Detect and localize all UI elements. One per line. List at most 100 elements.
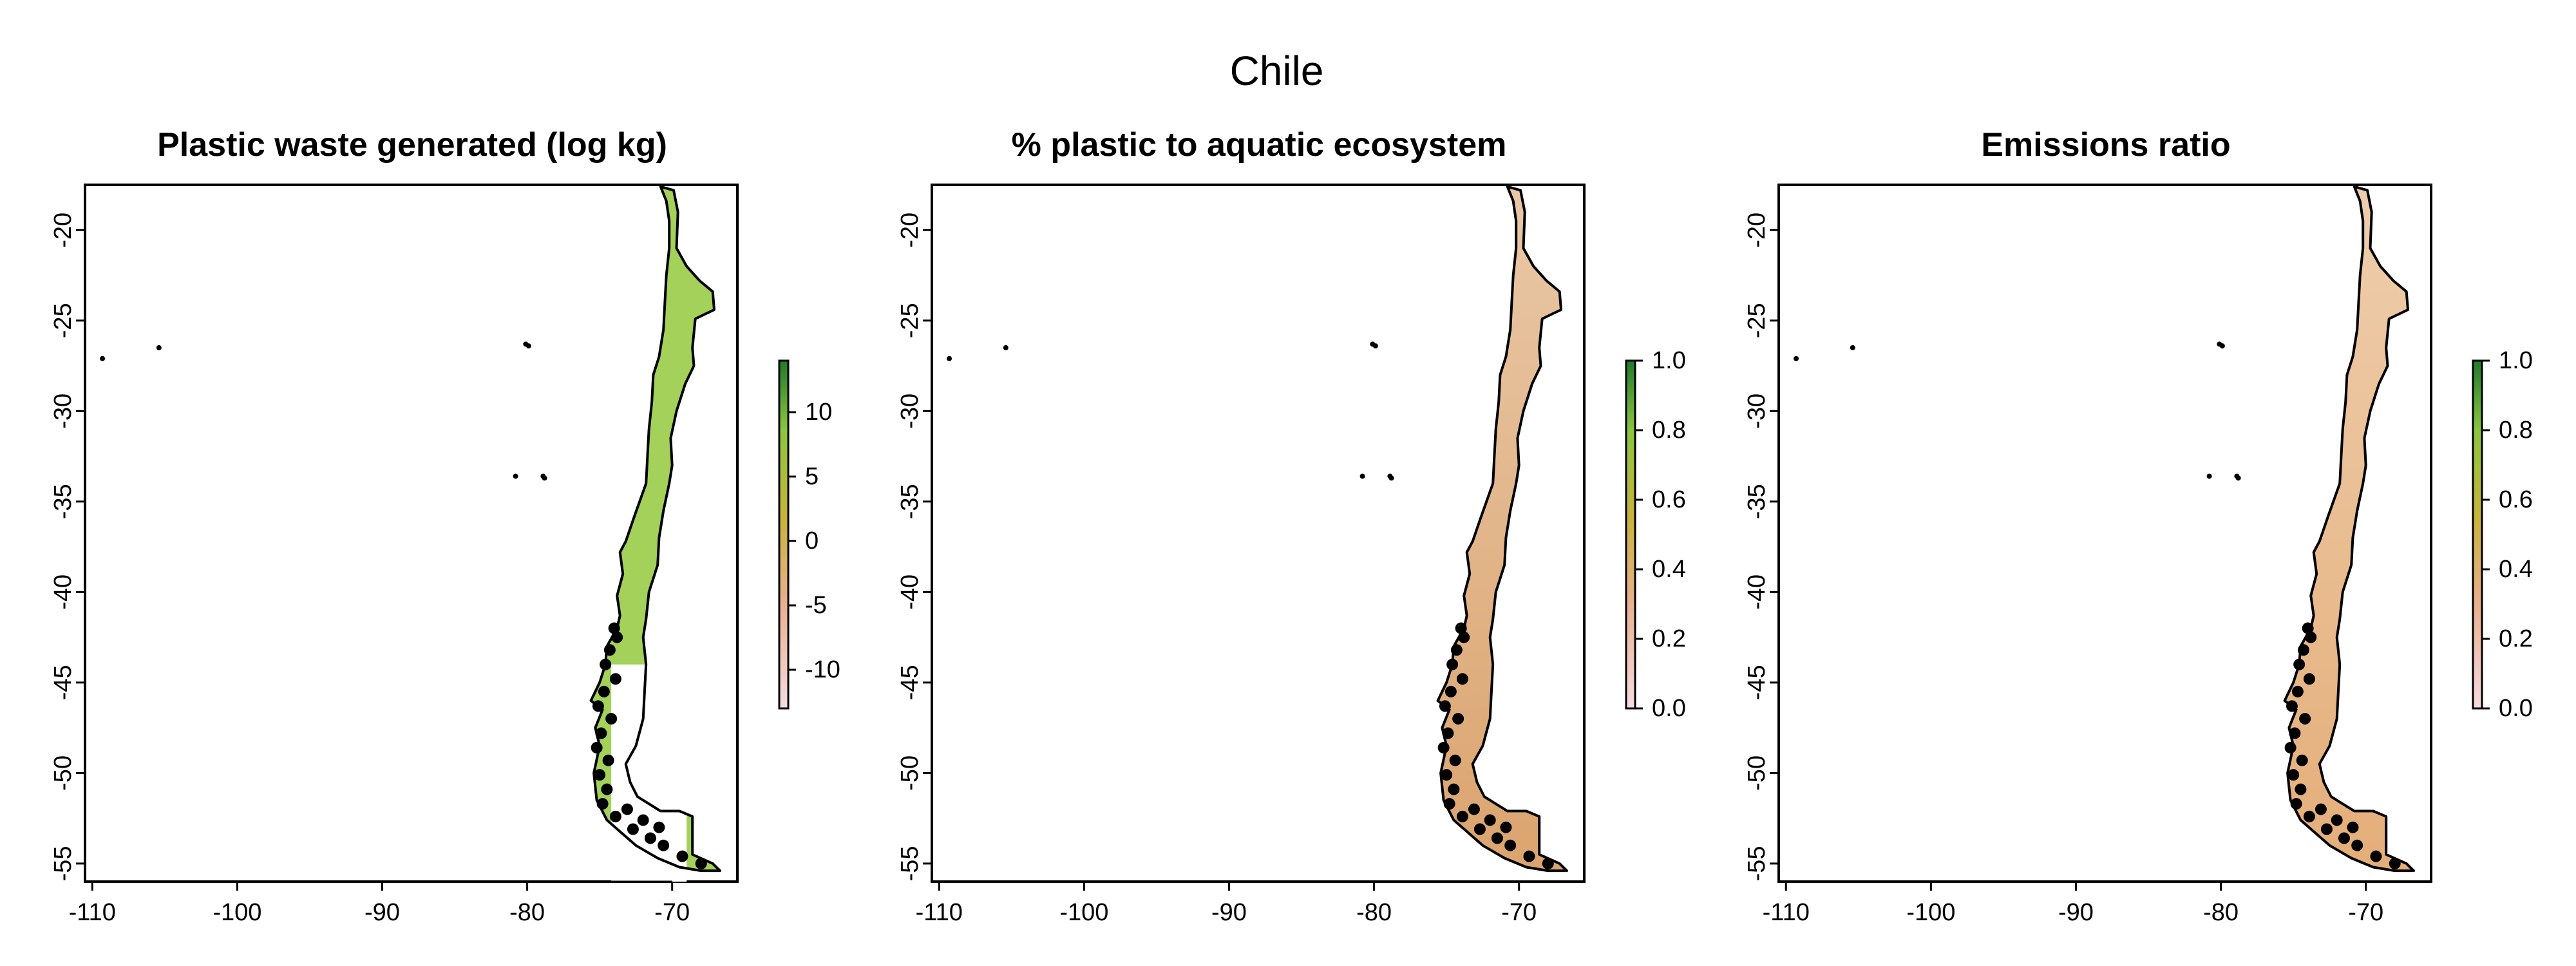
archipelago-island-marker (591, 742, 603, 754)
archipelago-island-marker (1439, 700, 1451, 712)
y-axis-tick-label: -40 (896, 574, 923, 610)
raster-empty-region (611, 664, 687, 882)
archipelago-island-marker (2297, 644, 2309, 656)
archipelago-island-marker (2287, 769, 2300, 781)
archipelago-island-marker (602, 754, 614, 766)
archipelago-island-marker (2315, 803, 2327, 815)
colorbar-tick-label: 0.0 (1652, 695, 1686, 722)
archipelago-island-marker (1444, 685, 1457, 697)
archipelago-island-marker (2293, 658, 2306, 670)
colorbar-tick-label: 0.6 (2499, 486, 2533, 513)
pacific-island-marker (156, 345, 162, 350)
panel-title: % plastic to aquatic ecosystem (1011, 126, 1507, 164)
y-axis-tick-label: -35 (896, 484, 923, 519)
archipelago-island-marker (592, 700, 604, 712)
archipelago-island-marker (621, 803, 633, 815)
archipelago-island-marker (609, 673, 621, 685)
pacific-island-marker (1850, 345, 1855, 350)
archipelago-island-marker (1468, 803, 1480, 815)
colorbar-tick-label: 0.0 (2499, 695, 2533, 722)
map-plot-area: -110 -100 -90 -80 -70-20-25-30-35-40-45-50-5… (1743, 184, 2533, 926)
pacific-island-marker (2219, 343, 2225, 349)
archipelago-island-marker (1442, 727, 1454, 739)
colorbar-tick-label: 1.0 (2499, 347, 2533, 374)
archipelago-island-marker (2296, 754, 2308, 766)
x-axis-tick-label: -110 (1763, 899, 1810, 926)
x-axis-tick-label: -80 (1356, 899, 1392, 926)
archipelago-island-marker (1448, 783, 1460, 795)
archipelago-island-marker (1523, 850, 1535, 862)
pacific-island-marker (1003, 345, 1009, 350)
archipelago-island-marker (608, 622, 620, 634)
colorbar-tick-label: 0.8 (1652, 417, 1686, 444)
archipelago-island-marker (653, 821, 665, 833)
archipelago-island-marker (2347, 821, 2359, 833)
archipelago-island-marker (1450, 644, 1463, 656)
pacific-island-marker (100, 355, 106, 361)
archipelago-island-marker (1500, 821, 1512, 833)
y-axis-tick-label: -40 (50, 574, 77, 610)
archipelago-island-marker (1452, 713, 1464, 725)
archipelago-island-marker (603, 644, 616, 656)
x-axis-tick-label: -90 (1211, 899, 1247, 926)
archipelago-island-marker (1443, 798, 1455, 810)
y-axis-tick-label: -50 (1743, 755, 1770, 791)
y-axis-tick-label: -55 (50, 846, 77, 881)
colorbar-tick-label: 0.4 (2499, 556, 2533, 583)
x-axis-tick-label: -80 (509, 899, 545, 926)
chile-coastline (2283, 185, 2415, 873)
pacific-island-marker (947, 355, 952, 361)
colorbar (778, 359, 790, 710)
archipelago-island-marker (1446, 658, 1459, 670)
y-axis-tick-label: -55 (896, 846, 923, 881)
colorbar (1625, 359, 1636, 710)
archipelago-island-marker (1542, 857, 1554, 869)
archipelago-island-marker (676, 850, 688, 862)
archipelago-island-marker (1458, 631, 1470, 643)
y-axis-tick-label: -30 (1743, 393, 1770, 429)
colorbar (2472, 359, 2483, 710)
archipelago-island-marker (2295, 783, 2307, 795)
panel-title: Plastic waste generated (log kg) (157, 126, 667, 164)
colorbar-tick-label: 0.4 (1652, 556, 1686, 583)
pacific-island-marker (542, 475, 547, 481)
x-axis-tick-label: -70 (654, 899, 690, 926)
raster-fill-region (1437, 186, 1567, 871)
archipelago-island-marker (1504, 839, 1517, 851)
archipelago-island-marker (2389, 857, 2401, 869)
archipelago-island-marker (596, 798, 609, 810)
archipelago-island-marker (1491, 832, 1503, 844)
x-axis-tick-label: -110 (916, 899, 963, 926)
archipelago-island-marker (1484, 814, 1496, 826)
archipelago-island-marker (609, 810, 621, 822)
colorbar-tick-label: 10 (805, 399, 832, 426)
y-axis-tick-label: -35 (50, 484, 77, 519)
colorbar-tick-label: 0 (805, 527, 819, 554)
colorbar-tick-label: 5 (805, 463, 819, 490)
pacific-island-marker (1794, 355, 1799, 361)
pacific-island-marker (513, 473, 518, 479)
archipelago-island-marker (594, 769, 606, 781)
y-axis-tick-label: -45 (50, 665, 77, 700)
panel-plastic-waste: Plastic waste generated (log kg) -110 -10… (0, 0, 857, 966)
pacific-island-marker (2206, 473, 2212, 479)
archipelago-island-marker (595, 727, 607, 739)
map-plot-area: -110 -100 -90 -80 -70-20-25-30-35-40-45-50-5… (896, 184, 1686, 926)
archipelago-island-marker (598, 685, 610, 697)
archipelago-island-marker (2351, 839, 2363, 851)
x-axis-tick-label: -90 (2058, 899, 2094, 926)
archipelago-island-marker (2302, 622, 2314, 634)
archipelago-island-marker (2303, 673, 2315, 685)
archipelago-island-marker (1449, 754, 1461, 766)
archipelago-island-marker (2289, 727, 2301, 739)
colorbar-tick-label: 1.0 (1652, 347, 1686, 374)
archipelago-island-marker (611, 631, 623, 643)
pacific-island-marker (526, 343, 531, 349)
archipelago-island-marker (1456, 673, 1468, 685)
archipelago-island-marker (2305, 631, 2317, 643)
y-axis-tick-label: -20 (1743, 213, 1770, 248)
x-axis-tick-label: -100 (213, 899, 261, 926)
map-plot-area: -110 -100 -90 -80 -70-20-25-30-35-40-45-50-5… (50, 184, 840, 926)
archipelago-island-marker (2303, 810, 2315, 822)
